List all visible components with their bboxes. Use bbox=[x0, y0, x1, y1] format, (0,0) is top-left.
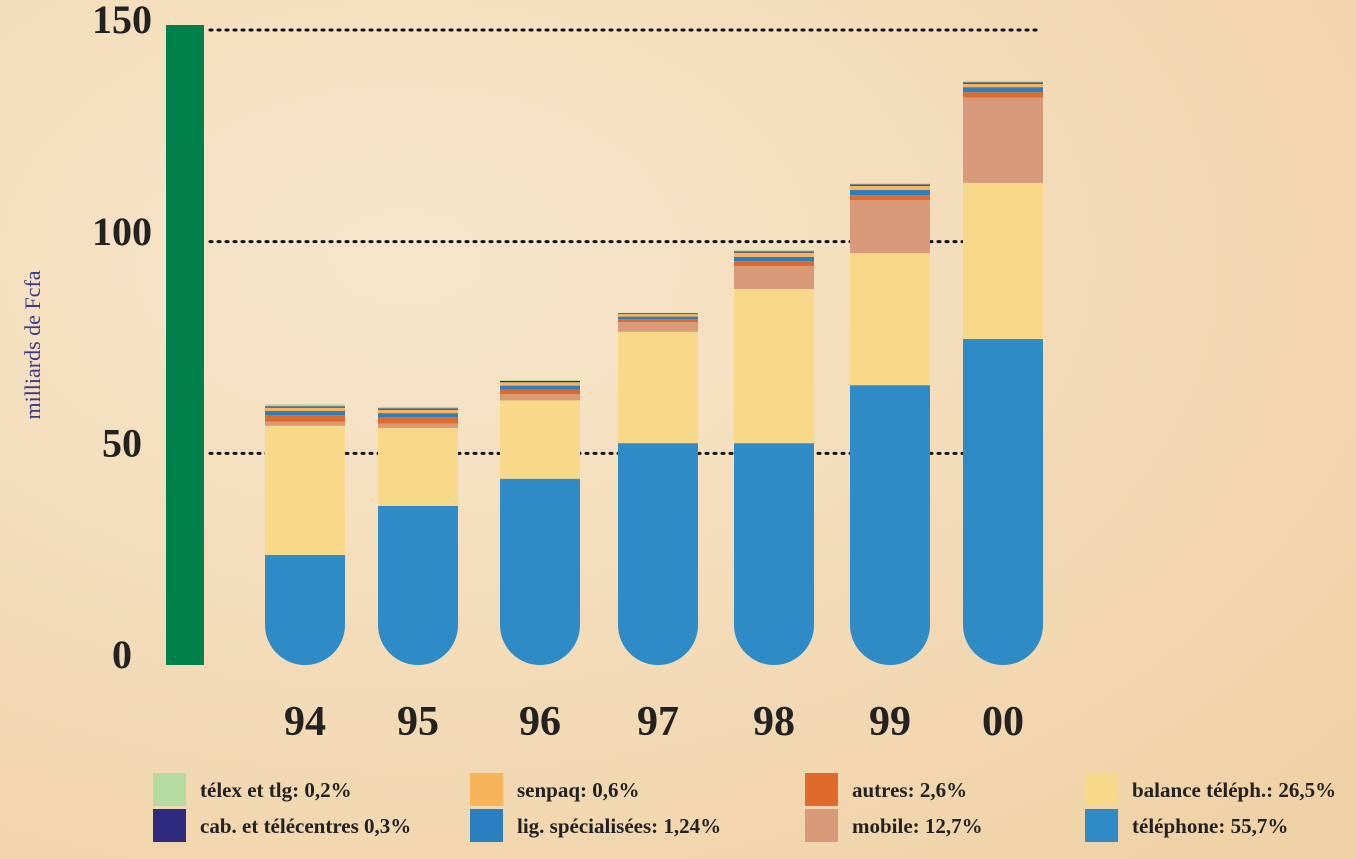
y-tick-label: 50 bbox=[102, 421, 142, 466]
bar-segment bbox=[734, 266, 814, 290]
x-tick-label: 94 bbox=[284, 699, 326, 745]
y-tick-label: 150 bbox=[92, 0, 152, 42]
bar-segment bbox=[378, 406, 458, 409]
bar-segment bbox=[850, 200, 930, 254]
bar-segment bbox=[618, 316, 698, 320]
bar-segment bbox=[618, 313, 698, 315]
x-tick-label: 00 bbox=[982, 699, 1024, 745]
legend-label: senpaq: 0,6% bbox=[517, 778, 640, 802]
bar-segment bbox=[734, 261, 814, 267]
bar-segment bbox=[378, 427, 458, 506]
bar-segment bbox=[963, 182, 1043, 340]
bar-segment bbox=[850, 185, 930, 191]
legend-label: autres: 2,6% bbox=[852, 778, 967, 802]
bar-segment bbox=[378, 505, 458, 665]
bar-segment bbox=[850, 195, 930, 201]
bar-segment bbox=[963, 80, 1043, 83]
x-tick-label: 96 bbox=[519, 699, 561, 745]
bar-segment bbox=[734, 251, 814, 253]
bar-segment bbox=[850, 190, 930, 196]
bar-segment bbox=[618, 331, 698, 444]
legend-swatch bbox=[470, 809, 503, 842]
bar-segment bbox=[265, 415, 345, 422]
legend-swatch bbox=[470, 773, 503, 806]
bar-segment bbox=[265, 421, 345, 426]
legend-swatch bbox=[153, 773, 186, 806]
bar-segment bbox=[500, 385, 580, 390]
bar-segment bbox=[378, 408, 458, 410]
bar-segment bbox=[500, 380, 580, 383]
y-tick-label: 0 bbox=[112, 632, 132, 677]
bar-segment bbox=[378, 423, 458, 428]
x-tick-label: 98 bbox=[753, 699, 795, 745]
bar-segment bbox=[265, 406, 345, 408]
bar-segment bbox=[850, 184, 930, 186]
bar-segment bbox=[734, 256, 814, 262]
y-axis-label: milliards de Fcfa bbox=[20, 270, 45, 419]
bar-segment bbox=[265, 554, 345, 665]
bar-segment bbox=[618, 443, 698, 665]
bar-segment bbox=[378, 409, 458, 414]
bar-segment bbox=[963, 339, 1043, 665]
bar-segment bbox=[618, 319, 698, 323]
bar-segment bbox=[963, 87, 1043, 93]
bar-segment bbox=[963, 83, 1043, 88]
bar-segment bbox=[265, 407, 345, 411]
x-tick-label: 99 bbox=[869, 699, 911, 745]
bar-segment bbox=[265, 404, 345, 407]
bar-segment bbox=[963, 82, 1043, 84]
x-tick-label: 95 bbox=[397, 699, 439, 745]
legend-swatch bbox=[805, 809, 838, 842]
bar-segment bbox=[500, 380, 580, 381]
bar-segment bbox=[734, 443, 814, 665]
bar-segment bbox=[500, 400, 580, 479]
legend-label: téléphone: 55,7% bbox=[1132, 814, 1288, 838]
legend-swatch bbox=[805, 773, 838, 806]
bar-segment bbox=[265, 411, 345, 416]
bar-segment bbox=[734, 252, 814, 257]
x-tick-label: 97 bbox=[637, 699, 679, 745]
bar-segment bbox=[963, 92, 1043, 98]
bar-segment bbox=[963, 97, 1043, 183]
y-tick-label: 100 bbox=[92, 209, 152, 254]
bar-segment bbox=[850, 183, 930, 185]
legend-swatch bbox=[1085, 809, 1118, 842]
bar-segment bbox=[500, 478, 580, 665]
axis-bar bbox=[166, 25, 204, 665]
bar-segment bbox=[500, 382, 580, 386]
legend-label: balance téléph.: 26,5% bbox=[1132, 778, 1336, 802]
bar-segment bbox=[265, 425, 345, 555]
legend-label: mobile: 12,7% bbox=[852, 814, 983, 838]
bar-segment bbox=[378, 417, 458, 424]
bar-segment bbox=[734, 250, 814, 252]
bar-segment bbox=[500, 394, 580, 401]
legend-label: lig. spécialisées: 1,24% bbox=[517, 814, 721, 838]
bar-segment bbox=[500, 389, 580, 395]
bar-segment bbox=[850, 385, 930, 665]
bar-segment bbox=[618, 314, 698, 317]
legend-swatch bbox=[153, 809, 186, 842]
bar-segment bbox=[378, 413, 458, 418]
legend-swatch bbox=[1085, 773, 1118, 806]
legend-label: télex et tlg: 0,2% bbox=[200, 778, 352, 802]
bar-segment bbox=[850, 253, 930, 386]
bar-segment bbox=[734, 289, 814, 444]
bar-segment bbox=[618, 322, 698, 332]
legend-label: cab. et télécentres 0,3% bbox=[200, 814, 411, 838]
